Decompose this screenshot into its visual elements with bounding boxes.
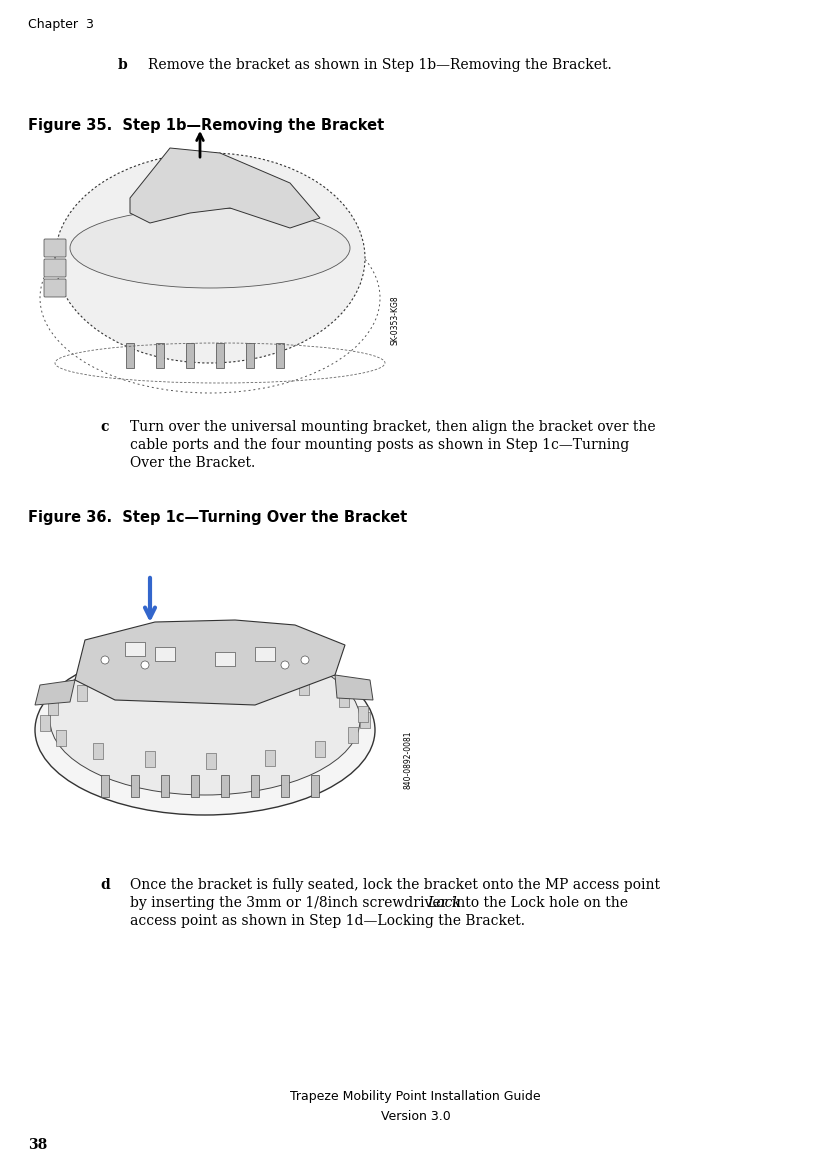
Bar [186, 343, 194, 369]
Text: Lock: Lock [427, 896, 460, 910]
Bar [101, 775, 109, 797]
Bar [215, 653, 235, 666]
Circle shape [281, 661, 289, 669]
Bar [360, 712, 370, 728]
Ellipse shape [70, 207, 350, 287]
Text: Figure 36.  Step 1c—Turning Over the Bracket: Figure 36. Step 1c—Turning Over the Brac… [28, 510, 407, 525]
Circle shape [301, 656, 309, 664]
Ellipse shape [50, 646, 360, 795]
Bar [358, 706, 368, 722]
Text: 840-0892-0081: 840-0892-0081 [404, 731, 412, 789]
Ellipse shape [35, 646, 375, 815]
Text: d: d [100, 879, 110, 892]
Bar [77, 685, 87, 701]
Text: Remove the bracket as shown in Step 1b—Removing the Bracket.: Remove the bracket as shown in Step 1b—R… [148, 58, 612, 72]
Bar [155, 647, 175, 661]
Bar [191, 775, 199, 797]
Bar [276, 343, 284, 369]
Bar [281, 775, 289, 797]
Circle shape [101, 656, 109, 664]
Text: SK-0353-KG8: SK-0353-KG8 [391, 296, 400, 345]
Bar [156, 343, 164, 369]
Bar [125, 642, 145, 656]
Bar [265, 750, 275, 766]
Bar [205, 753, 215, 770]
Polygon shape [335, 675, 373, 700]
Bar [184, 671, 194, 687]
Bar [41, 715, 51, 731]
Text: by inserting the 3mm or 1/8inch screwdriver into the Lock hole on the: by inserting the 3mm or 1/8inch screwdri… [130, 896, 628, 910]
Bar [48, 699, 58, 715]
Bar [244, 672, 254, 688]
Polygon shape [35, 680, 75, 705]
Text: access point as shown in Step 1d—Locking the Bracket.: access point as shown in Step 1d—Locking… [130, 914, 525, 928]
Text: Turn over the universal mounting bracket, then align the bracket over the: Turn over the universal mounting bracket… [130, 420, 656, 433]
Bar [348, 728, 358, 743]
Polygon shape [130, 148, 320, 228]
Text: cable ports and the four mounting posts as shown in Step 1c—Turning: cable ports and the four mounting posts … [130, 438, 629, 452]
Bar [221, 775, 229, 797]
Circle shape [141, 661, 149, 669]
Bar [57, 730, 66, 746]
Bar [315, 741, 325, 757]
Text: Version 3.0: Version 3.0 [381, 1110, 450, 1123]
Polygon shape [75, 620, 345, 705]
Ellipse shape [55, 153, 365, 363]
Bar [161, 775, 169, 797]
Text: 38: 38 [28, 1138, 47, 1152]
Text: Figure 35.  Step 1b—Removing the Bracket: Figure 35. Step 1b—Removing the Bracket [28, 118, 384, 133]
Text: Once the bracket is fully seated, lock the bracket onto the MP access point: Once the bracket is fully seated, lock t… [130, 879, 660, 892]
Bar [338, 692, 348, 707]
Text: Over the Bracket.: Over the Bracket. [130, 455, 255, 471]
Bar [145, 751, 155, 767]
Text: Trapeze Mobility Point Installation Guide: Trapeze Mobility Point Installation Guid… [290, 1089, 541, 1103]
Bar [255, 647, 275, 661]
Bar [125, 676, 135, 692]
Bar [216, 343, 224, 369]
Bar [246, 343, 254, 369]
Bar [126, 343, 134, 369]
Bar [251, 775, 259, 797]
Bar [298, 679, 308, 695]
Bar [131, 775, 139, 797]
FancyBboxPatch shape [44, 258, 66, 277]
Text: Chapter  3: Chapter 3 [28, 19, 94, 31]
Text: c: c [100, 420, 109, 433]
Bar [93, 743, 103, 759]
Text: b: b [118, 58, 128, 72]
FancyBboxPatch shape [44, 279, 66, 297]
FancyBboxPatch shape [44, 239, 66, 257]
Bar [311, 775, 319, 797]
